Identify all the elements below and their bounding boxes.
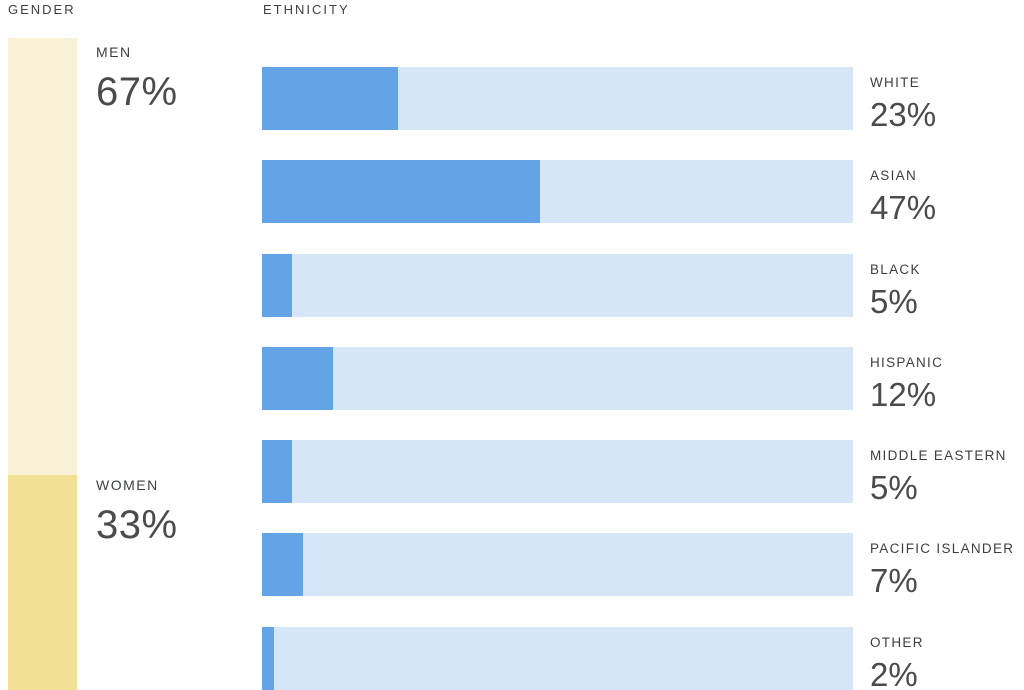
ethnicity-caption: OTHER 2% (870, 635, 1024, 690)
ethnicity-row-hispanic: HISPANIC 12% (262, 346, 1024, 413)
ethnicity-row-pacific-islander: PACIFIC ISLANDER 7% (262, 533, 1024, 599)
ethnicity-chart: WHITE 23% ASIAN 47% BLACK 5% HISPANIC 12… (262, 67, 1024, 690)
ethnicity-row-label: WHITE (870, 75, 920, 90)
ethnicity-row-other: OTHER 2% (262, 626, 1024, 690)
gender-segment-men (8, 38, 77, 475)
ethnicity-row-label: ASIAN (870, 168, 918, 184)
ethnicity-bar-fill (262, 440, 292, 504)
ethnicity-row-value: 23% (870, 96, 937, 133)
ethnicity-bar-fill (262, 626, 274, 690)
gender-segment-women (8, 474, 77, 690)
ethnicity-row-label: BLACK (870, 261, 921, 277)
ethnicity-row-middle-eastern: MIDDLE EASTERN 5% (262, 440, 1024, 506)
women-caption: WOMEN 33% (96, 477, 178, 548)
women-label: WOMEN (96, 477, 159, 493)
men-caption: MEN 67% (96, 44, 178, 115)
ethnicity-row-label: HISPANIC (870, 354, 944, 370)
ethnicity-row-label: PACIFIC ISLANDER (870, 541, 1015, 557)
ethnicity-section-label: ETHNICITY (263, 2, 350, 17)
ethnicity-row-value: 47% (870, 189, 937, 227)
ethnicity-bar-track (262, 440, 853, 504)
women-value: 33% (96, 503, 178, 547)
ethnicity-bar-fill (262, 67, 398, 130)
ethnicity-row-label: MIDDLE EASTERN (870, 448, 1007, 464)
ethnicity-bar-track (262, 533, 853, 597)
ethnicity-row-black: BLACK 5% (262, 253, 1024, 320)
ethnicity-row-value: 5% (870, 282, 918, 320)
ethnicity-caption: WHITE 23% (870, 75, 1024, 134)
ethnicity-caption: BLACK 5% (870, 262, 1024, 321)
ethnicity-caption: ASIAN 47% (870, 168, 1024, 227)
ethnicity-row-value: 7% (870, 562, 918, 600)
ethnicity-row-asian: ASIAN 47% (262, 160, 1024, 226)
ethnicity-bar-track (262, 626, 853, 690)
ethnicity-bar-track (262, 346, 853, 410)
ethnicity-bar-fill (262, 160, 540, 224)
ethnicity-row-value: 5% (870, 469, 918, 507)
ethnicity-row-value: 2% (870, 655, 918, 690)
gender-section-label: GENDER (8, 2, 76, 17)
ethnicity-bar-fill (262, 533, 304, 597)
ethnicity-row-white: WHITE 23% (262, 67, 1024, 133)
men-label: MEN (96, 44, 132, 60)
ethnicity-row-label: OTHER (870, 634, 924, 650)
ethnicity-caption: PACIFIC ISLANDER 7% (870, 541, 1024, 600)
ethnicity-caption: MIDDLE EASTERN 5% (870, 448, 1024, 507)
ethnicity-bar-fill (262, 346, 333, 410)
ethnicity-row-value: 12% (870, 375, 937, 413)
ethnicity-bar-track (262, 67, 853, 130)
ethnicity-bar-fill (262, 253, 292, 317)
ethnicity-bar-track (262, 253, 853, 317)
ethnicity-caption: HISPANIC 12% (870, 355, 1024, 414)
men-value: 67% (96, 70, 178, 114)
gender-stacked-bar (8, 38, 77, 690)
ethnicity-bar-track (262, 160, 853, 224)
